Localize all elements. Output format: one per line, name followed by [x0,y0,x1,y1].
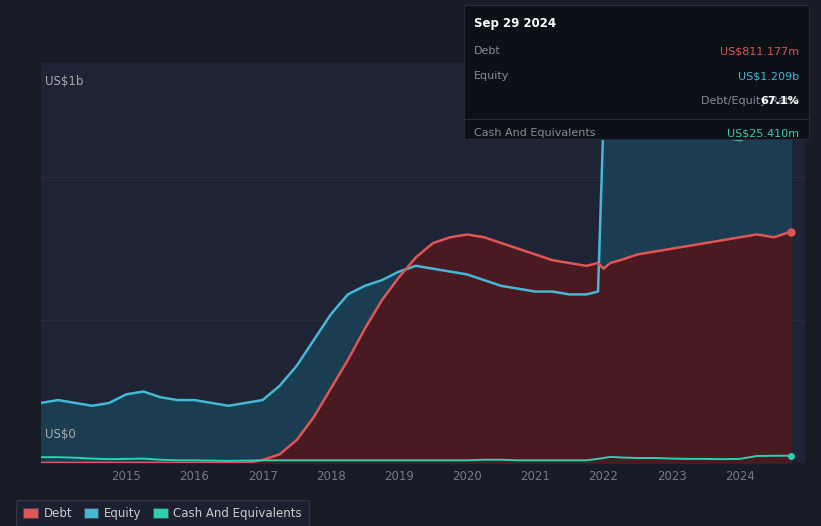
Text: US$1b: US$1b [45,75,83,88]
Text: US$811.177m: US$811.177m [720,46,799,56]
Text: Debt/Equity Ratio: Debt/Equity Ratio [680,96,799,106]
Text: US$25.410m: US$25.410m [727,128,799,138]
Text: Cash And Equivalents: Cash And Equivalents [474,128,595,138]
Text: Sep 29 2024: Sep 29 2024 [474,17,556,30]
Text: Debt: Debt [474,46,501,56]
Text: US$0: US$0 [45,428,76,441]
Text: Equity: Equity [474,71,509,81]
Legend: Debt, Equity, Cash And Equivalents: Debt, Equity, Cash And Equivalents [16,500,310,526]
Text: 67.1%: 67.1% [760,96,799,106]
Text: US$1.209b: US$1.209b [738,71,799,81]
